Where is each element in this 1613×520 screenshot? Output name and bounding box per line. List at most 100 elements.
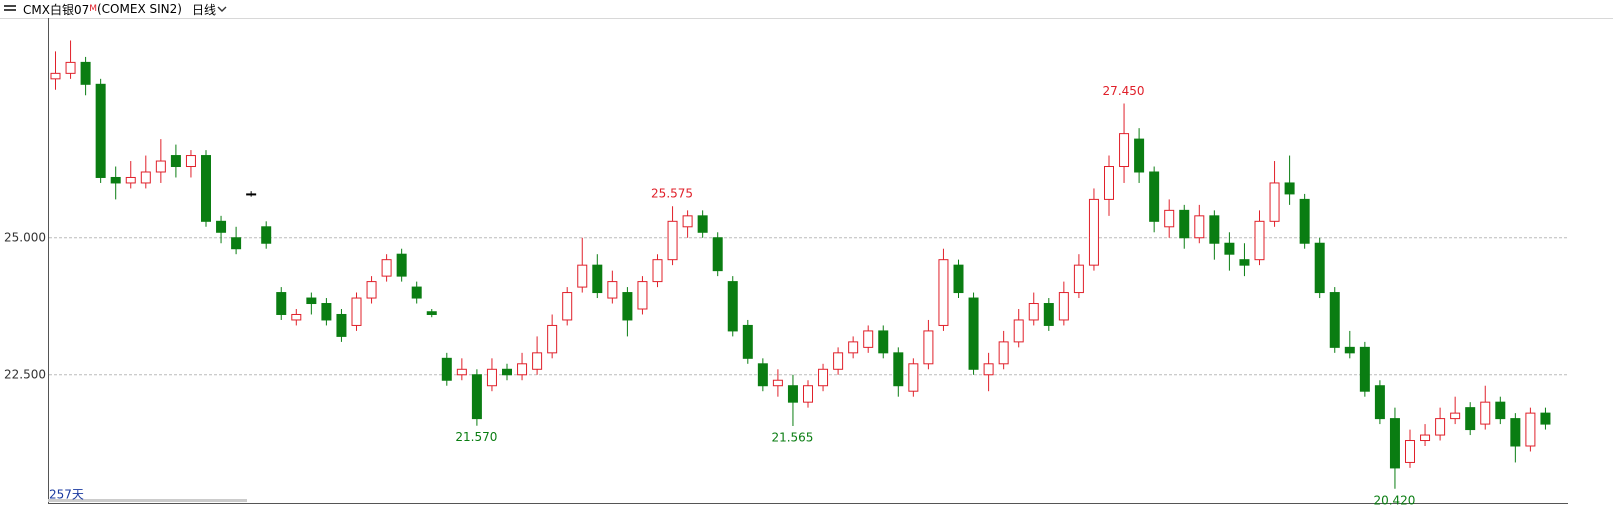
candle-body (787, 385, 798, 403)
candle-body (1134, 138, 1145, 173)
candle-body (1013, 319, 1024, 343)
candle-body (1540, 412, 1551, 425)
candle-body (201, 155, 211, 222)
candle-body (923, 330, 934, 365)
candle-body (1073, 264, 1084, 294)
candle-body (1344, 346, 1355, 354)
candle-body (908, 363, 919, 392)
candle-body (1284, 182, 1295, 195)
candle-body (291, 313, 302, 321)
candle-body (1058, 292, 1069, 321)
candle-body (1329, 292, 1340, 348)
candle-body (170, 155, 181, 168)
candle-body (1028, 303, 1039, 321)
dropdown-icon[interactable] (216, 4, 228, 14)
period[interactable]: 日线 (191, 2, 216, 17)
extreme-label: 21.570 (455, 430, 497, 444)
candle-body (1209, 215, 1220, 244)
code: (COMEX SIN2) (97, 2, 182, 16)
y-tick-label: 25.000 (4, 230, 46, 244)
candle-body (1164, 209, 1175, 228)
candle-body (682, 215, 693, 228)
candle-body (502, 368, 512, 376)
candle-body (803, 385, 813, 403)
candle-body (246, 193, 257, 196)
candle-body (140, 171, 151, 184)
candle-body (1194, 215, 1205, 239)
toolbar: CMX白银07 M (COMEX SIN2) 日线 (0, 0, 1613, 19)
candle-body (426, 311, 437, 315)
candle-body (216, 220, 227, 233)
scrollbar[interactable] (48, 499, 247, 502)
candle-body (848, 341, 859, 354)
candle-body (1254, 220, 1265, 261)
candle-body (1510, 418, 1521, 447)
candle-body (1314, 242, 1325, 294)
candle-body (1149, 171, 1160, 222)
extreme-label: 21.565 (771, 431, 813, 445)
badge: M (89, 4, 97, 14)
candle-body (742, 324, 753, 359)
candle-body (456, 368, 467, 376)
candle-body (1043, 303, 1054, 326)
candle-body (486, 368, 497, 387)
extreme-label: 25.575 (651, 187, 693, 201)
extreme-label: 20.420 (1373, 493, 1415, 507)
candle-body (968, 297, 979, 370)
candle-body (1359, 346, 1370, 392)
candle-body (351, 297, 362, 326)
candle-body (261, 226, 272, 244)
candle-body (818, 368, 829, 387)
candle-body (863, 330, 874, 348)
candle-body (1269, 182, 1280, 222)
candle-body (1389, 418, 1400, 469)
candle-body (441, 357, 452, 381)
candle-body (1119, 133, 1130, 168)
candle-body (336, 313, 347, 337)
candle-body (366, 281, 377, 299)
candle-body (1495, 401, 1506, 420)
candle-body (80, 61, 91, 85)
instrument: CMX白银07 (23, 2, 90, 17)
candle-body (1405, 440, 1415, 463)
candle-body (411, 286, 422, 299)
candle-body (833, 352, 844, 370)
candle-body (1450, 412, 1461, 420)
candle-body (622, 292, 633, 321)
candle-body (607, 281, 618, 299)
y-tick-label: 22.500 (4, 367, 46, 381)
candle-body (592, 264, 603, 294)
day-count: 257天 (49, 488, 84, 502)
candle-body (517, 363, 528, 376)
candle-body (95, 83, 106, 178)
candle-body (1525, 412, 1536, 447)
candle-body (50, 72, 61, 80)
candle-body (697, 215, 708, 233)
candle-body (637, 281, 648, 310)
candle-body (772, 379, 783, 387)
candle-body (471, 374, 482, 420)
menu-icon[interactable] (3, 2, 19, 16)
candle-body (532, 352, 543, 370)
candle-body (1224, 242, 1235, 255)
candle-body (396, 253, 407, 277)
candle-body (381, 259, 392, 277)
candle-body (893, 352, 904, 387)
candle-body (953, 264, 964, 294)
candle-body (321, 303, 332, 321)
candle-body (1299, 198, 1310, 244)
candle-body (757, 363, 768, 387)
candle-body (938, 259, 949, 326)
candle-body (727, 281, 738, 332)
candle-body (1435, 418, 1446, 436)
candle-body (712, 237, 723, 272)
candle-body (562, 292, 573, 321)
chart: 257天 22.500 25.000 27.450 25.575 21.570 21.56… (4, 18, 1568, 507)
candle-body (983, 363, 994, 376)
candle-body (276, 292, 287, 315)
candle-body (998, 341, 1009, 365)
candle-body (652, 259, 663, 283)
candle-body (547, 324, 558, 354)
candle-body (1374, 385, 1385, 420)
candle-body (1480, 401, 1491, 425)
